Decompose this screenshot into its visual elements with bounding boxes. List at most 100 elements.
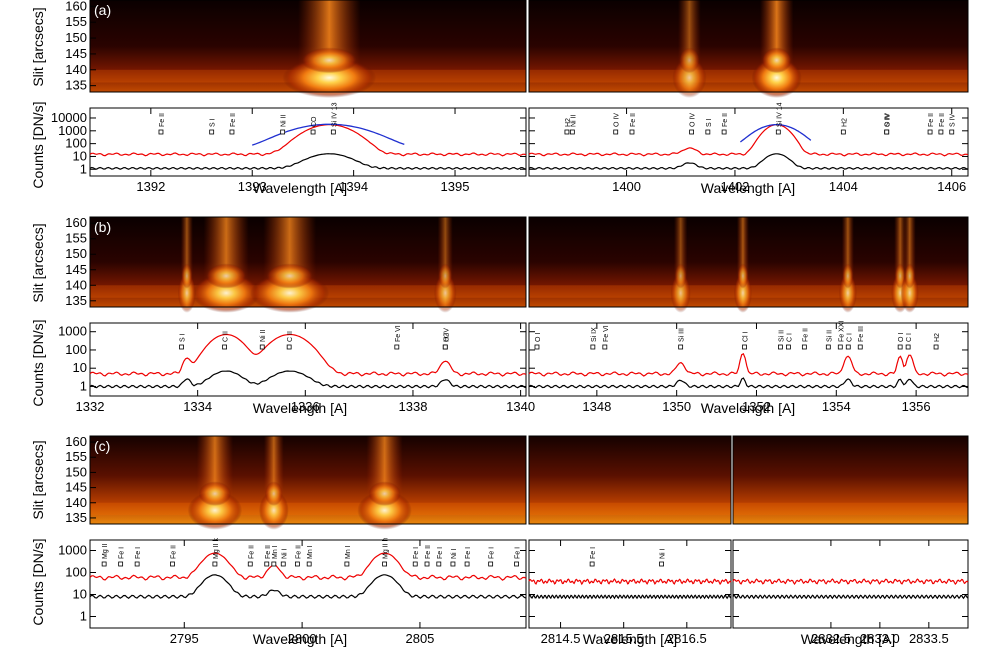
line-marker — [271, 561, 277, 567]
red-spectrum-line — [89, 333, 527, 377]
line-id-label: Mg II — [102, 543, 109, 559]
panel-a-right-xlabel: Wavelength [A] — [701, 180, 795, 196]
line-id-label: O I — [898, 333, 905, 342]
slit-tick-label: 145 — [65, 262, 87, 277]
slit-blob — [838, 273, 857, 313]
line-id-label: Fe II — [722, 113, 729, 127]
line-marker — [101, 561, 107, 567]
slit-blob — [670, 273, 691, 313]
line-marker — [394, 344, 400, 350]
red-spectrum-line — [89, 552, 527, 581]
line-marker — [488, 561, 494, 567]
slit-blob — [181, 263, 193, 289]
line-id-label: Fe I — [590, 547, 597, 559]
slit-band — [529, 502, 731, 515]
x-tick-label: 1348 — [582, 399, 611, 414]
line-id-label: Fe II — [928, 113, 935, 127]
line-marker — [330, 129, 336, 135]
line-id-label: O IV — [614, 113, 621, 127]
x-tick-label: 2833.0 — [860, 631, 900, 646]
slit-image-a-1 — [529, 0, 968, 92]
line-id-label: Ni I — [281, 548, 288, 559]
line-id-label: S I — [210, 118, 217, 127]
line-marker — [450, 561, 456, 567]
x-tick-label: 2833.5 — [909, 631, 949, 646]
line-id-label: Fe II — [230, 113, 237, 127]
x-tick-label: 2832.5 — [811, 631, 851, 646]
black-spectrum-line — [732, 594, 969, 600]
line-marker — [927, 129, 933, 135]
slit-tick-label: 150 — [65, 246, 87, 261]
line-id-label: C II — [287, 331, 294, 342]
slit-blob — [433, 273, 457, 313]
line-marker — [857, 344, 863, 350]
line-id-label: Mg II k — [213, 537, 220, 559]
line-id-label: Fe II — [295, 545, 302, 559]
figure-labels: Slit [arcsecs] Counts [DN/s] Wavelength … — [30, 7, 895, 647]
line-id-label: Ni I — [660, 548, 667, 559]
slit-blob — [187, 490, 243, 530]
slit-tick-label: 145 — [65, 480, 87, 495]
slit-blob — [301, 47, 358, 74]
y-tick-label: 100 — [65, 136, 87, 151]
slit-blob — [250, 273, 330, 313]
line-marker — [158, 129, 164, 135]
line-id-label: CO — [311, 116, 318, 127]
line-id-label: Fe II — [630, 113, 637, 127]
slit-blob — [751, 57, 802, 98]
line-id-label: Si IX — [591, 327, 598, 342]
line-marker — [310, 129, 316, 135]
slit-band — [529, 69, 968, 83]
slit-tick-label: 140 — [65, 495, 87, 510]
spectrum-frame-b-0 — [89, 322, 527, 397]
black-spectrum-line — [528, 594, 732, 600]
panel-c-slit-ylabel: Slit [arcsecs] — [30, 440, 46, 519]
line-id-label: Fe II — [939, 113, 946, 127]
line-marker — [590, 344, 596, 350]
line-marker — [589, 561, 595, 567]
line-marker — [602, 344, 608, 350]
line-marker — [845, 344, 851, 350]
line-id-label: Fe I — [437, 547, 444, 559]
line-id-label: S I — [180, 333, 187, 342]
y-tick-label: 1 — [80, 161, 87, 176]
line-id-label: Fe VI — [395, 325, 402, 342]
line-id-label: Fe I — [413, 547, 420, 559]
line-id-label: Fe II — [170, 545, 177, 559]
line-id-label: Si II — [778, 330, 785, 342]
slit-image-c-0 — [90, 436, 526, 524]
y-tick-label: 10000 — [51, 110, 87, 125]
y-tick-label: 10 — [73, 360, 87, 375]
slit-frame — [528, 0, 969, 93]
slit-tick-label: 135 — [65, 510, 87, 525]
line-id-label: H2 — [443, 333, 450, 342]
x-tick-label: 2814.5 — [541, 631, 581, 646]
line-marker — [613, 129, 619, 135]
slit-blob — [679, 47, 700, 74]
line-marker — [569, 129, 575, 135]
panel-label-a: (a) — [94, 2, 111, 18]
line-id-label: Mg II h — [383, 537, 390, 559]
slit-tick-label: 135 — [65, 78, 87, 93]
spectrum-frame-b-1 — [528, 322, 969, 397]
red-spectrum-line — [528, 352, 969, 377]
slit-frame — [89, 216, 527, 308]
line-id-label: Ni II — [281, 115, 288, 128]
panel-a-left-xlabel: Wavelength [A] — [253, 180, 347, 196]
line-marker — [837, 344, 843, 350]
line-id-label: Fe II — [248, 545, 255, 559]
x-tick-label: 1356 — [902, 399, 931, 414]
line-id-label: Fe I — [465, 547, 472, 559]
y-tick-label: 100 — [65, 564, 87, 579]
black-spectrum-line — [89, 574, 527, 599]
slit-blob — [737, 263, 749, 289]
x-tick-label: 2816.5 — [667, 631, 707, 646]
line-id-label: Ni I — [451, 548, 458, 559]
x-tick-label: 1406 — [937, 179, 966, 194]
line-marker — [436, 561, 442, 567]
panel-b-left-xlabel: Wavelength [A] — [253, 400, 347, 416]
slit-blob — [264, 481, 283, 506]
line-marker — [170, 561, 175, 567]
